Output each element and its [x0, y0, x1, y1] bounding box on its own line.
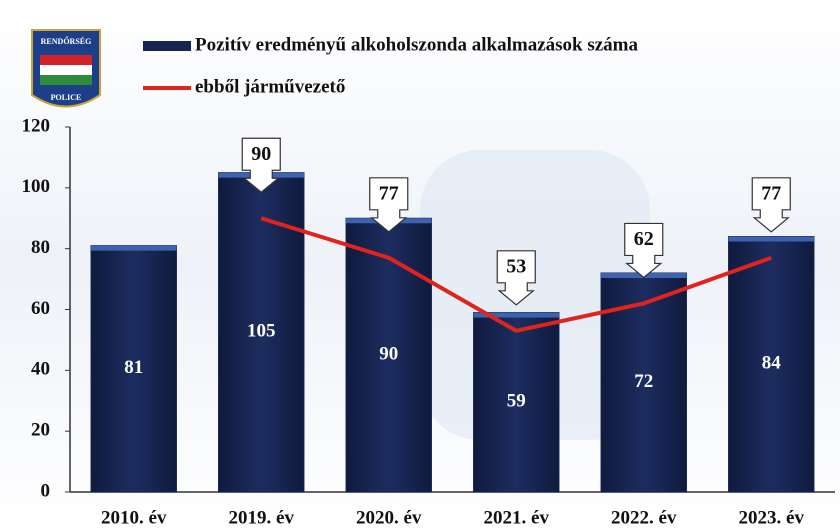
logo-stripe: [40, 55, 92, 65]
line-value-label: 77: [761, 182, 781, 204]
x-tick-label: 2020. év: [356, 507, 422, 528]
y-tick-label: 80: [31, 237, 50, 258]
line-value-label: 62: [634, 228, 654, 250]
x-tick-label: 2019. év: [229, 507, 295, 528]
bar-value-label: 84: [762, 353, 782, 374]
x-tick-label: 2010. év: [101, 507, 167, 528]
legend-swatch: [143, 41, 191, 51]
y-tick-label: 120: [22, 115, 51, 136]
y-tick-label: 0: [41, 480, 51, 501]
bar-highlight: [729, 237, 814, 242]
x-tick-label: 2022. év: [611, 507, 677, 528]
y-tick-label: 40: [31, 359, 50, 380]
y-tick-label: 100: [22, 176, 51, 197]
bar-value-label: 81: [124, 357, 143, 378]
line-value-label: 90: [251, 143, 271, 165]
bar-highlight: [91, 246, 176, 251]
bar-value-label: 72: [634, 371, 653, 392]
bar-value-label: 59: [507, 391, 526, 412]
y-tick-label: 60: [31, 298, 50, 319]
legend-label: Pozitív eredményű alkoholszonda alkalmaz…: [195, 34, 638, 55]
y-tick-label: 20: [31, 420, 50, 441]
bar-value-label: 105: [247, 321, 276, 342]
logo-top-text: RENDŐRSÉG: [41, 36, 92, 46]
logo-bottom-text: POLICE: [51, 93, 82, 102]
x-tick-label: 2021. év: [484, 507, 550, 528]
line-value-label: 77: [379, 182, 399, 204]
logo-stripe: [40, 75, 92, 85]
line-value-label: 53: [506, 255, 526, 277]
legend-label: ebből járművezető: [195, 76, 345, 97]
logo-stripe: [40, 65, 92, 75]
logo: RENDŐRSÉG POLICE: [32, 30, 100, 107]
chart: RENDŐRSÉG POLICE Pozitív eredményű alkoh…: [0, 0, 840, 531]
bar-value-label: 90: [379, 343, 398, 364]
x-tick-label: 2023. év: [739, 507, 805, 528]
